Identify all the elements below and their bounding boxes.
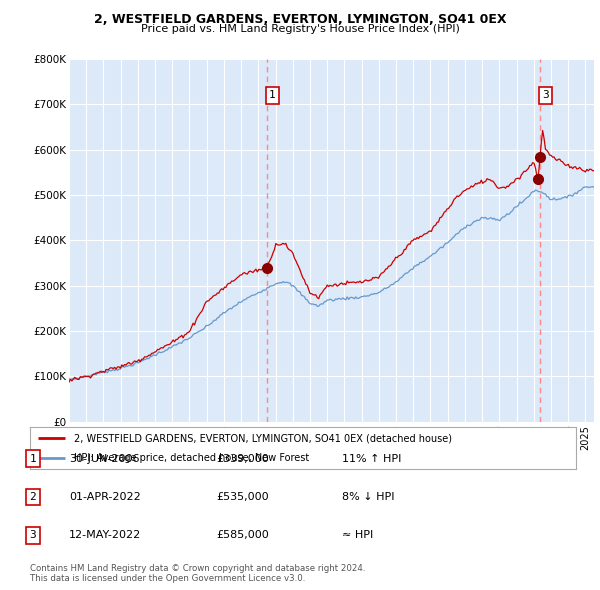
Text: £339,000: £339,000 bbox=[216, 454, 269, 464]
Text: £585,000: £585,000 bbox=[216, 530, 269, 540]
Text: Price paid vs. HM Land Registry's House Price Index (HPI): Price paid vs. HM Land Registry's House … bbox=[140, 24, 460, 34]
Text: 3: 3 bbox=[542, 90, 549, 100]
Text: £535,000: £535,000 bbox=[216, 492, 269, 502]
Text: HPI: Average price, detached house, New Forest: HPI: Average price, detached house, New … bbox=[74, 453, 309, 463]
Text: 8% ↓ HPI: 8% ↓ HPI bbox=[342, 492, 395, 502]
Text: 30-JUN-2006: 30-JUN-2006 bbox=[69, 454, 139, 464]
Text: ≈ HPI: ≈ HPI bbox=[342, 530, 373, 540]
Text: 01-APR-2022: 01-APR-2022 bbox=[69, 492, 141, 502]
Text: 1: 1 bbox=[269, 90, 276, 100]
Text: 3: 3 bbox=[29, 530, 37, 540]
Text: 11% ↑ HPI: 11% ↑ HPI bbox=[342, 454, 401, 464]
Text: 2, WESTFIELD GARDENS, EVERTON, LYMINGTON, SO41 0EX: 2, WESTFIELD GARDENS, EVERTON, LYMINGTON… bbox=[94, 13, 506, 26]
Text: 1: 1 bbox=[29, 454, 37, 464]
Text: 2: 2 bbox=[29, 492, 37, 502]
Text: Contains HM Land Registry data © Crown copyright and database right 2024.
This d: Contains HM Land Registry data © Crown c… bbox=[30, 563, 365, 583]
Text: 2, WESTFIELD GARDENS, EVERTON, LYMINGTON, SO41 0EX (detached house): 2, WESTFIELD GARDENS, EVERTON, LYMINGTON… bbox=[74, 433, 452, 443]
Text: 12-MAY-2022: 12-MAY-2022 bbox=[69, 530, 141, 540]
